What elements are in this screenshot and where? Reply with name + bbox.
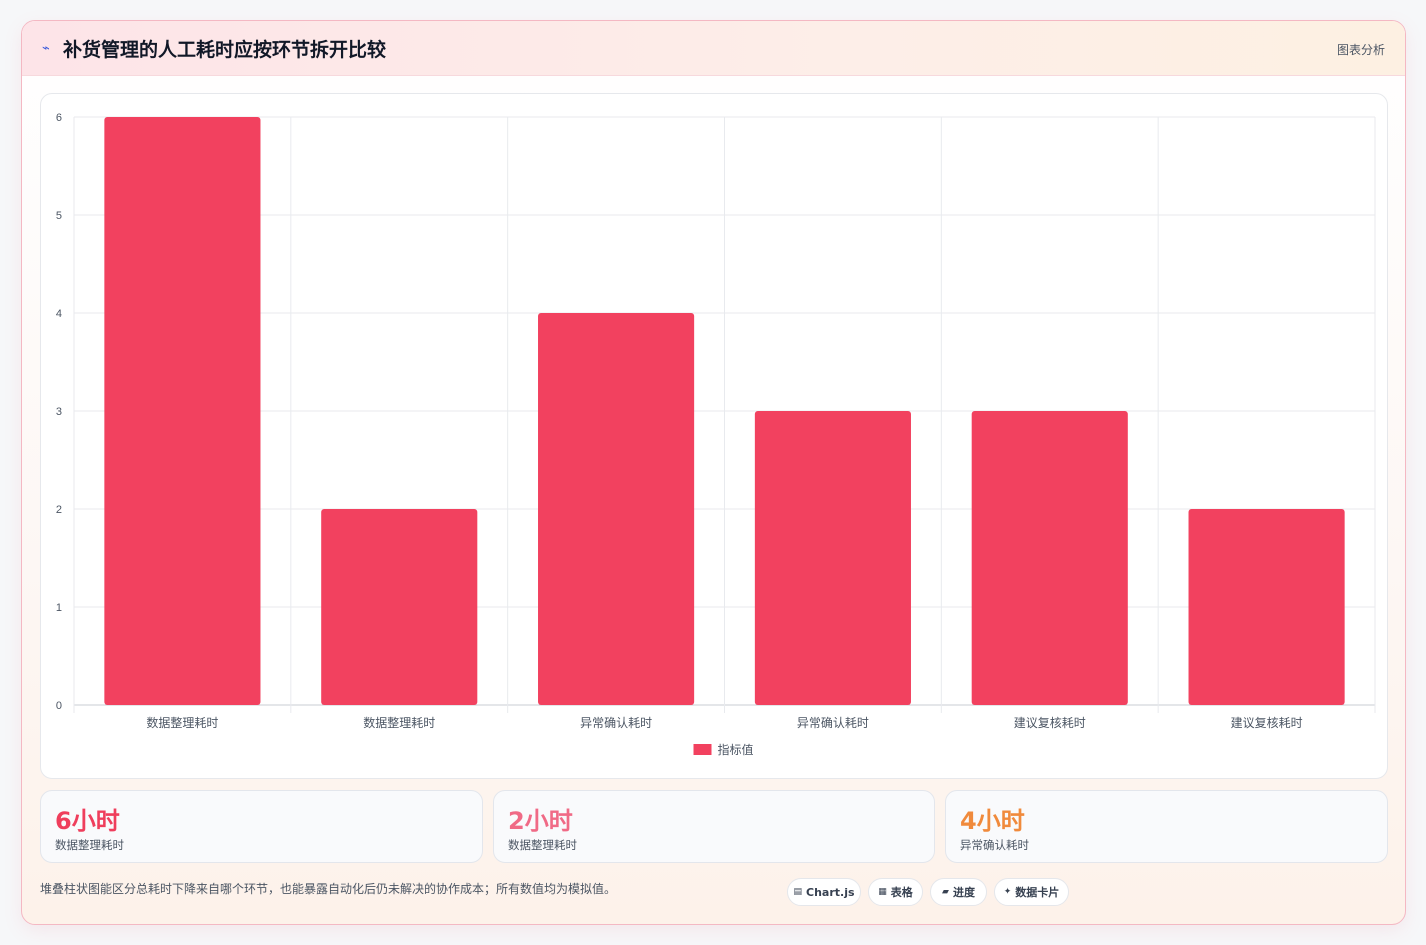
stat-value: 2小时	[508, 807, 573, 835]
y-tick-label: 3	[56, 406, 62, 418]
bar-chart: 0 1 2 3 4 5 6 数据整理耗时 数据整理耗时 异常确认耗时 异常确认耗时 建议复核耗时 建议复…	[56, 112, 1376, 757]
y-tick-label: 2	[56, 504, 62, 516]
stat-value: 4小时	[960, 807, 1025, 835]
chart-panel: 0 1 2 3 4 5 6 数据整理耗时 数据整理耗时 异常确认耗时 异常确认耗时 建议复核耗时 建议复…	[40, 93, 1388, 779]
pill-label: Chart.js	[806, 885, 855, 899]
y-tick-label: 4	[56, 308, 62, 320]
pill-data-card[interactable]: ✦ 数据卡片	[994, 878, 1069, 906]
page-title: 补货管理的人工耗时应按环节拆开比较	[63, 39, 387, 61]
y-tick-label: 6	[56, 112, 62, 124]
category-tag: 图表分析	[1336, 43, 1385, 57]
pill-label: 数据卡片	[1015, 886, 1060, 899]
sparkle-icon: ✦	[1003, 887, 1012, 897]
bar	[321, 509, 478, 705]
stat-value: 6小时	[55, 807, 120, 835]
bar	[754, 411, 911, 705]
pill-progress[interactable]: ▰ 进度	[930, 878, 987, 906]
stat-label: 异常确认耗时	[960, 838, 1029, 852]
bar	[104, 117, 261, 705]
pill-table[interactable]: ▦ 表格	[868, 878, 923, 906]
stat-card-2: 2小时 数据整理耗时	[493, 790, 935, 863]
bar	[1188, 509, 1345, 705]
pill-label: 进度	[952, 886, 975, 899]
pill-label: 表格	[890, 886, 913, 899]
progress-icon: ▰	[942, 887, 949, 897]
stat-card-1: 6小时 数据整理耗时	[40, 790, 483, 863]
stat-label: 数据整理耗时	[508, 838, 577, 852]
y-tick-label: 5	[56, 210, 62, 222]
bar	[971, 411, 1128, 705]
table-icon: ▦	[878, 887, 887, 897]
pill-chartjs[interactable]: ▤ Chart.js	[787, 878, 861, 906]
footnote: 堆叠柱状图能区分总耗时下降来自哪个环节，也能暴露自动化后仍未解决的协作成本；所有…	[40, 882, 617, 896]
card-header: ⌁ 补货管理的人工耗时应按环节拆开比较 图表分析	[22, 21, 1405, 76]
x-tick-label: 建议复核耗时	[1231, 716, 1303, 730]
y-tick-label: 1	[56, 602, 62, 614]
x-tick-label: 异常确认耗时	[580, 716, 652, 730]
x-tick-label: 数据整理耗时	[363, 715, 435, 730]
x-tick-label: 数据整理耗时	[146, 715, 218, 730]
legend-label: 指标值	[718, 742, 754, 757]
chart-card: ⌁ 补货管理的人工耗时应按环节拆开比较 图表分析 0 1 2 3 4 5 6 数据整理耗时 数据…	[21, 20, 1406, 925]
sparkline-icon: ⌁	[42, 41, 50, 56]
stat-label: 数据整理耗时	[55, 838, 124, 852]
chart-icon: ▤	[793, 887, 802, 897]
legend-swatch	[693, 744, 712, 755]
stat-card-3: 4小时 异常确认耗时	[945, 790, 1388, 863]
x-tick-label: 建议复核耗时	[1014, 716, 1086, 730]
bar	[538, 313, 695, 705]
y-tick-label: 0	[56, 700, 62, 712]
x-tick-label: 异常确认耗时	[797, 716, 869, 730]
